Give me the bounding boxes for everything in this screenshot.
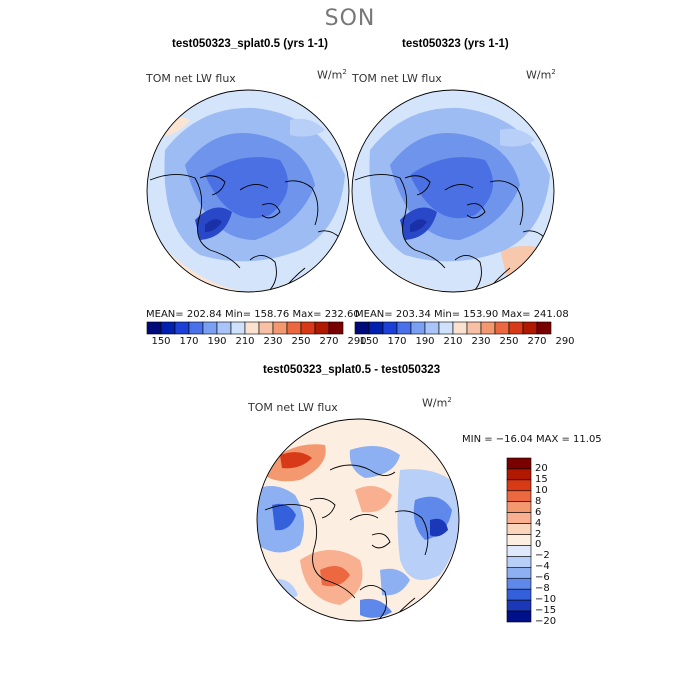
colorbar-difference-tick-label: −2 [535, 550, 550, 562]
colorbar-panel1-tick-label: 210 [235, 336, 255, 347]
colorbar-panel1-swatch [230, 321, 246, 335]
panel1-variable-label: TOM net LW flux [146, 72, 236, 85]
colorbar-difference-tick-label: 10 [535, 484, 548, 496]
colorbar-panel1-swatch [174, 321, 190, 335]
diff-variable-label: TOM net LW flux [248, 401, 338, 414]
panel1-stats: MEAN= 202.84 Min= 158.76 Max= 232.60 [146, 309, 360, 320]
colorbar-difference-swatch [506, 599, 532, 612]
diff-stats: MIN = −16.04 MAX = 11.05 [462, 434, 602, 445]
colorbar-panel2-tick-label: 210 [443, 336, 463, 347]
panel1-units: W/m2 [317, 68, 347, 82]
colorbar-difference-swatch [506, 567, 532, 579]
colorbar-panel2-swatch [480, 321, 496, 335]
panel2-title: test050323 (yrs 1-1) [402, 38, 509, 50]
colorbar-difference-tick-label: 20 [535, 462, 548, 474]
colorbar-panel2-swatch [368, 321, 384, 335]
colorbar-difference-swatch [506, 588, 532, 601]
colorbar-difference-tick-label: 0 [535, 539, 542, 551]
colorbar-difference-tick-label: −4 [535, 561, 550, 573]
colorbar-panel1-swatch [160, 321, 176, 335]
colorbar-panel1-swatch [146, 321, 162, 335]
colorbar-difference-swatch [506, 610, 532, 623]
colorbar-panel1-swatch [216, 321, 232, 335]
colorbar-panel2 [354, 321, 552, 335]
colorbar-difference-swatch [506, 523, 532, 535]
colorbar-panel2-swatch [396, 321, 412, 335]
colorbar-difference-swatch [506, 556, 532, 568]
panel2-stats: MEAN= 203.34 Min= 153.90 Max= 241.08 [355, 309, 569, 320]
colorbar-difference-tick-label: −10 [535, 594, 557, 606]
colorbar-panel1-swatch [300, 321, 316, 335]
polar-map-difference [257, 419, 459, 621]
colorbar-panel2-swatch [354, 321, 370, 335]
colorbar-difference-tick-label: 15 [535, 473, 548, 485]
colorbar-difference-tick-label: 4 [535, 517, 542, 529]
colorbar-panel2-swatch [424, 321, 440, 335]
colorbar-difference-swatch [506, 468, 532, 481]
colorbar-panel2-swatch [438, 321, 454, 335]
colorbar-difference-tick-label: −8 [535, 583, 550, 595]
colorbar-difference-tick-label: 2 [535, 528, 542, 540]
colorbar-panel1-swatch [258, 321, 274, 335]
colorbar-panel2-swatch [382, 321, 398, 335]
colorbar-panel2-swatch [494, 321, 510, 335]
colorbar-panel2-swatch [508, 321, 524, 335]
colorbar-difference-swatch [506, 457, 532, 470]
diff-units: W/m2 [422, 396, 452, 410]
colorbar-panel2-tick-label: 270 [527, 336, 547, 347]
panel2-units: W/m2 [526, 68, 556, 82]
colorbar-difference-tick-label: −6 [535, 572, 550, 584]
colorbar-panel1-swatch [244, 321, 260, 335]
colorbar-panel1-tick-label: 170 [179, 336, 199, 347]
colorbar-panel1-swatch [314, 321, 330, 335]
colorbar-panel2-tick-label: 290 [555, 336, 575, 347]
panel2-variable-label: TOM net LW flux [352, 72, 442, 85]
colorbar-difference-swatch [506, 479, 532, 492]
colorbar-difference-tick-label: −20 [535, 616, 557, 627]
colorbar-difference [506, 457, 532, 623]
colorbar-panel2-swatch [522, 321, 538, 335]
colorbar-panel1-tick-label: 190 [207, 336, 227, 347]
colorbar-difference-swatch [506, 545, 532, 557]
colorbar-panel1-tick-label: 270 [319, 336, 339, 347]
colorbar-panel2-tick-label: 250 [499, 336, 519, 347]
colorbar-panel1-tick-label: 250 [291, 336, 311, 347]
colorbar-difference-swatch [506, 534, 532, 546]
colorbar-panel2-tick-label: 150 [359, 336, 379, 347]
colorbar-panel2-tick-label: 170 [387, 336, 407, 347]
colorbar-panel1-tick-label: 230 [263, 336, 283, 347]
colorbar-panel2-swatch [452, 321, 468, 335]
colorbar-panel1-swatch [286, 321, 302, 335]
colorbar-panel2-swatch [410, 321, 426, 335]
diff-title: test050323_splat0.5 - test050323 [263, 364, 441, 376]
colorbar-difference-tick-label: −15 [535, 605, 557, 617]
colorbar-panel1-swatch [188, 321, 204, 335]
colorbar-difference-swatch [506, 501, 532, 513]
colorbar-difference-swatch [506, 577, 532, 590]
colorbar-difference-swatch [506, 512, 532, 524]
colorbar-panel1-tick-label: 290 [347, 336, 367, 347]
polar-map-panel2 [352, 90, 554, 292]
colorbar-panel2-tick-label: 190 [415, 336, 435, 347]
colorbar-panel2-swatch [536, 321, 552, 335]
colorbar-panel1-tick-label: 150 [151, 336, 171, 347]
polar-map-panel1 [147, 90, 349, 292]
colorbar-panel2-swatch [466, 321, 482, 335]
colorbar-difference-swatch [506, 490, 532, 503]
colorbar-difference-tick-label: 6 [535, 506, 542, 518]
season-title: SON [324, 6, 376, 31]
colorbar-panel1-swatch [202, 321, 218, 335]
colorbar-panel1-swatch [328, 321, 344, 335]
panel1-title: test050323_splat0.5 (yrs 1-1) [172, 38, 328, 50]
colorbar-panel1 [146, 321, 344, 335]
colorbar-difference-tick-label: 8 [535, 495, 542, 507]
colorbar-panel2-tick-label: 230 [471, 336, 491, 347]
colorbar-panel1-swatch [272, 321, 288, 335]
